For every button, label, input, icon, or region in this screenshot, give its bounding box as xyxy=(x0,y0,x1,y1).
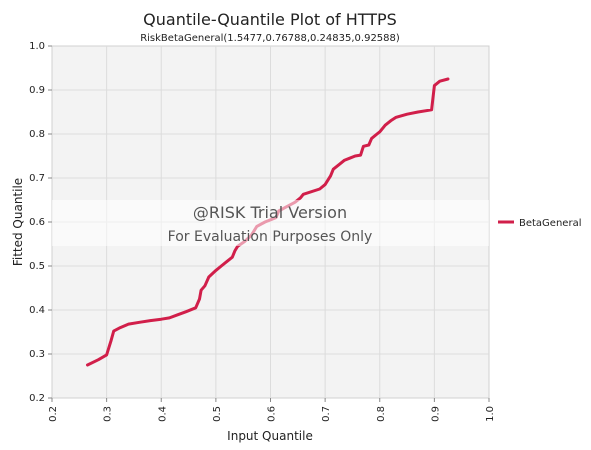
x-tick-label: 0.8 xyxy=(376,406,387,422)
data-point xyxy=(405,113,409,116)
data-point xyxy=(198,297,201,301)
data-point xyxy=(378,130,381,133)
data-point xyxy=(194,306,197,309)
y-tick-label: 0.2 xyxy=(29,393,45,404)
data-point xyxy=(354,154,357,158)
legend-label-betageneral: BetaGeneral xyxy=(519,218,581,229)
data-point xyxy=(176,313,179,316)
data-point xyxy=(370,137,373,140)
data-point xyxy=(384,124,387,127)
data-point xyxy=(149,319,152,322)
trial-watermark: @RISK Trial Version For Evaluation Purpo… xyxy=(52,200,489,246)
data-point xyxy=(433,84,436,87)
data-point xyxy=(367,143,370,147)
data-point xyxy=(86,363,89,367)
data-point xyxy=(337,163,340,166)
data-point xyxy=(318,187,321,191)
gridlines xyxy=(52,46,489,398)
data-point xyxy=(231,256,234,259)
data-point xyxy=(446,77,450,81)
data-point xyxy=(203,284,207,287)
y-tick-label: 0.8 xyxy=(29,129,45,140)
watermark-band xyxy=(52,200,489,246)
x-axis-label: Input Quantile xyxy=(227,429,313,443)
data-point xyxy=(343,159,346,162)
y-tick-label: 0.7 xyxy=(29,173,45,184)
chart-subtitle: RiskBetaGeneral(1.5477,0.76788,0.24835,0… xyxy=(140,33,400,44)
data-point xyxy=(438,80,441,83)
data-point xyxy=(138,321,141,324)
data-point xyxy=(329,174,332,177)
x-tick-label: 0.3 xyxy=(103,406,114,422)
data-point xyxy=(302,193,305,196)
data-point xyxy=(184,310,187,313)
data-point xyxy=(299,196,302,199)
data-point xyxy=(394,116,398,119)
y-tick-label: 0.4 xyxy=(29,305,45,316)
data-point xyxy=(359,153,362,157)
data-point xyxy=(112,329,115,333)
data-point xyxy=(220,264,223,268)
chart-title: Quantile-Quantile Plot of HTTPS xyxy=(143,10,397,29)
x-axis-ticks: 0.2 0.3 0.4 0.5 0.6 0.7 0.8 0.9 1.0 xyxy=(48,398,496,422)
y-tick-label: 0.9 xyxy=(29,85,45,96)
data-point xyxy=(233,249,237,252)
x-tick-label: 0.2 xyxy=(48,406,59,422)
y-tick-label: 1.0 xyxy=(29,41,45,52)
data-point xyxy=(160,318,163,321)
watermark-line2: For Evaluation Purposes Only xyxy=(168,229,373,245)
y-axis-ticks: 0.2 0.3 0.4 0.5 0.6 0.7 0.8 0.9 1.0 xyxy=(29,41,52,404)
data-point xyxy=(214,269,218,272)
data-point xyxy=(225,260,228,263)
y-tick-label: 0.6 xyxy=(29,217,45,228)
data-point xyxy=(168,316,171,320)
data-point xyxy=(119,326,122,329)
watermark-line1: @RISK Trial Version xyxy=(193,203,347,222)
x-tick-label: 0.6 xyxy=(267,406,278,422)
x-tick-label: 0.4 xyxy=(157,406,168,422)
x-tick-label: 0.7 xyxy=(321,406,332,422)
x-tick-label: 0.9 xyxy=(430,406,441,422)
data-point xyxy=(332,168,335,171)
data-point xyxy=(109,339,113,342)
data-point xyxy=(416,110,420,114)
legend: BetaGeneral xyxy=(498,218,581,229)
y-axis-label: Fitted Quantile xyxy=(11,178,25,266)
data-point xyxy=(127,322,130,326)
x-tick-label: 0.5 xyxy=(212,406,223,422)
x-tick-label: 1.0 xyxy=(485,406,496,422)
data-point xyxy=(323,183,327,186)
data-point xyxy=(362,145,365,148)
data-point xyxy=(97,358,100,361)
data-point xyxy=(207,275,210,279)
data-point xyxy=(348,157,351,160)
y-tick-label: 0.3 xyxy=(29,349,45,360)
data-point xyxy=(430,108,433,112)
data-point xyxy=(105,353,108,357)
y-tick-label: 0.5 xyxy=(29,261,45,272)
data-point xyxy=(199,289,203,292)
data-point xyxy=(375,132,379,136)
data-point xyxy=(389,119,392,123)
